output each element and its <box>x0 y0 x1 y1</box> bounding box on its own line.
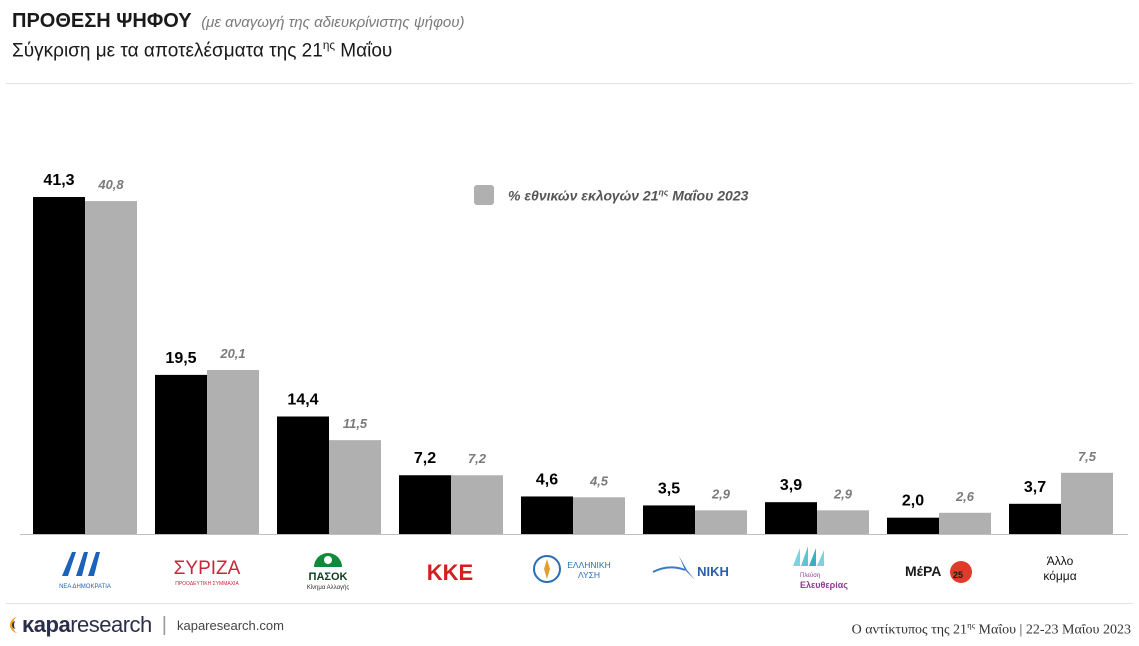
caption-text: Ο αντίκτυπος της 21 <box>851 622 968 638</box>
el-logo-text-2: ΛΥΣΗ <box>578 570 600 580</box>
subtitle-text: Σύγκριση με τα αποτελέσματα της 21 <box>12 40 323 62</box>
bar-previous-1 <box>207 369 259 534</box>
subtitle-end: Μαΐου <box>335 40 393 62</box>
bar-previous-5 <box>695 510 747 534</box>
footer-caption: Ο αντίκτυπος της 21ης Μαΐου | 22-23 Μαΐο… <box>852 620 1131 639</box>
other-label-1: Άλλο <box>1046 554 1074 568</box>
data-label-previous-1: 20,1 <box>219 346 245 361</box>
data-label-previous-3: 7,2 <box>468 451 487 466</box>
data-label-current-0: 41,3 <box>43 172 74 189</box>
caption-rest: Μαΐου <box>975 622 1017 638</box>
bar-current-7 <box>887 517 939 534</box>
mera25-logo-text: ΜέΡΑ <box>905 563 941 579</box>
el-logo-text-1: ΕΛΛΗΝΙΚΗ <box>567 560 610 570</box>
chart-header: ΠΡΟΘΕΣΗ ΨΗΦΟΥ (με αναγωγή της αδιευκρίνι… <box>12 10 464 62</box>
caption-date: 22-23 Μαΐου 2023 <box>1025 622 1131 638</box>
data-label-previous-4: 4,5 <box>589 473 609 488</box>
title-note: (με αναγωγή της αδιευκρίνιστης ψήφου) <box>201 14 465 31</box>
data-label-current-1: 19,5 <box>165 350 196 367</box>
bar-current-4 <box>521 496 573 534</box>
chart-subtitle: Σύγκριση με τα αποτελέσματα της 21ης Μαΐ… <box>12 39 464 62</box>
data-label-previous-6: 2,9 <box>833 486 853 501</box>
legend: % εθνικών εκλογών 21ης Μαΐου 2023 <box>474 185 748 205</box>
subtitle-sup: ης <box>322 39 336 52</box>
legend-label: % εθνικών εκλογών 21ης Μαΐου 2023 <box>508 186 749 204</box>
pleusi-logo-text-1: Πλεύση <box>800 573 820 579</box>
bar-current-8 <box>1009 503 1061 534</box>
nd-logo-text: ΝΕΑ ΔΗΜΟΚΡΑΤΙΑ <box>59 584 111 590</box>
data-label-previous-5: 2,9 <box>711 486 731 501</box>
kke-logo: ΚΚΕ <box>395 544 505 594</box>
kapa-logo-icon <box>10 617 18 633</box>
brand-name: κaparesearch <box>22 612 152 637</box>
bar-previous-3 <box>451 475 503 534</box>
mera25-logo-num: 25 <box>953 570 963 580</box>
bar-current-6 <box>765 502 817 534</box>
bar-current-1 <box>155 374 207 534</box>
data-label-current-5: 3,5 <box>658 480 680 497</box>
chart-title: ΠΡΟΘΕΣΗ ΨΗΦΟΥ (με αναγωγή της αδιευκρίνι… <box>12 10 464 33</box>
bar-current-5 <box>643 505 695 534</box>
other-label-2: κόμμα <box>1043 569 1077 583</box>
nd-logo: ΝΕΑ ΔΗΜΟΚΡΑΤΙΑ <box>30 544 140 594</box>
pasok-logo-text: ΠΑΣΟΚ <box>309 571 348 583</box>
pasok-logo-sub: Κίνημα Αλλαγής <box>307 584 350 591</box>
data-label-current-3: 7,2 <box>414 450 436 467</box>
caption-sep: | <box>1016 622 1026 638</box>
bar-previous-8 <box>1061 472 1113 534</box>
footer-separator: | <box>161 613 167 636</box>
mera25-logo: ΜέΡΑ 25 <box>883 544 993 594</box>
legend-swatch-previous <box>474 185 494 205</box>
bar-current-3 <box>399 475 451 534</box>
syriza-logo-text: ΣΥΡΙΖΑ <box>174 558 241 579</box>
caption-sup: ης <box>967 620 976 630</box>
header-divider <box>6 83 1133 84</box>
syriza-logo-sub: ΠΡΟΟΔΕΥΤΙΚΗ ΣΥΜΜΑΧΙΑ <box>175 581 239 587</box>
kke-logo-text: ΚΚΕ <box>427 560 473 585</box>
title-main: ΠΡΟΘΕΣΗ ΨΗΦΟΥ <box>12 10 192 32</box>
bar-chart: 41,3 40,8 19,5 20,1 14,4 11,5 7,2 7,2 4,6 4,5 3,5 2… <box>20 172 1128 535</box>
data-label-current-8: 3,7 <box>1024 479 1046 496</box>
niki-logo-text: ΝΙΚΗ <box>697 564 729 579</box>
other-party-label: Άλλο κόμμα <box>1005 544 1115 594</box>
website-link[interactable]: kaparesearch.com <box>176 617 284 633</box>
bar-previous-2 <box>329 440 381 534</box>
footer-divider <box>6 603 1133 604</box>
pasok-logo: ΠΑΣΟΚ Κίνημα Αλλαγής <box>273 544 383 594</box>
data-label-current-2: 14,4 <box>287 391 318 408</box>
data-label-current-7: 2,0 <box>902 493 924 510</box>
syriza-logo: ΣΥΡΙΖΑ ΠΡΟΟΔΕΥΤΙΚΗ ΣΥΜΜΑΧΙΑ <box>152 544 262 594</box>
footer-brand: κaparesearch | kaparesearch.com <box>8 612 284 638</box>
bar-current-2 <box>277 416 329 534</box>
pleusi-logo: Πλεύση Ελευθερίας <box>761 544 871 594</box>
bar-previous-4 <box>573 497 625 534</box>
data-label-current-4: 4,6 <box>536 471 558 488</box>
bar-previous-7 <box>939 512 991 534</box>
data-label-previous-0: 40,8 <box>97 177 124 192</box>
bar-previous-0 <box>85 201 137 535</box>
data-label-current-6: 3,9 <box>780 477 802 494</box>
pleusi-logo-text-2: Ελευθερίας <box>800 580 848 590</box>
data-label-previous-2: 11,5 <box>343 416 368 431</box>
niki-logo: ΝΙΚΗ <box>639 544 749 594</box>
bar-previous-6 <box>817 510 869 534</box>
data-label-previous-7: 2,6 <box>955 489 975 504</box>
data-label-previous-8: 7,5 <box>1078 449 1097 464</box>
elliniki-lysi-logo: ΕΛΛΗΝΙΚΗ ΛΥΣΗ <box>517 544 627 594</box>
bar-current-0 <box>33 197 85 534</box>
